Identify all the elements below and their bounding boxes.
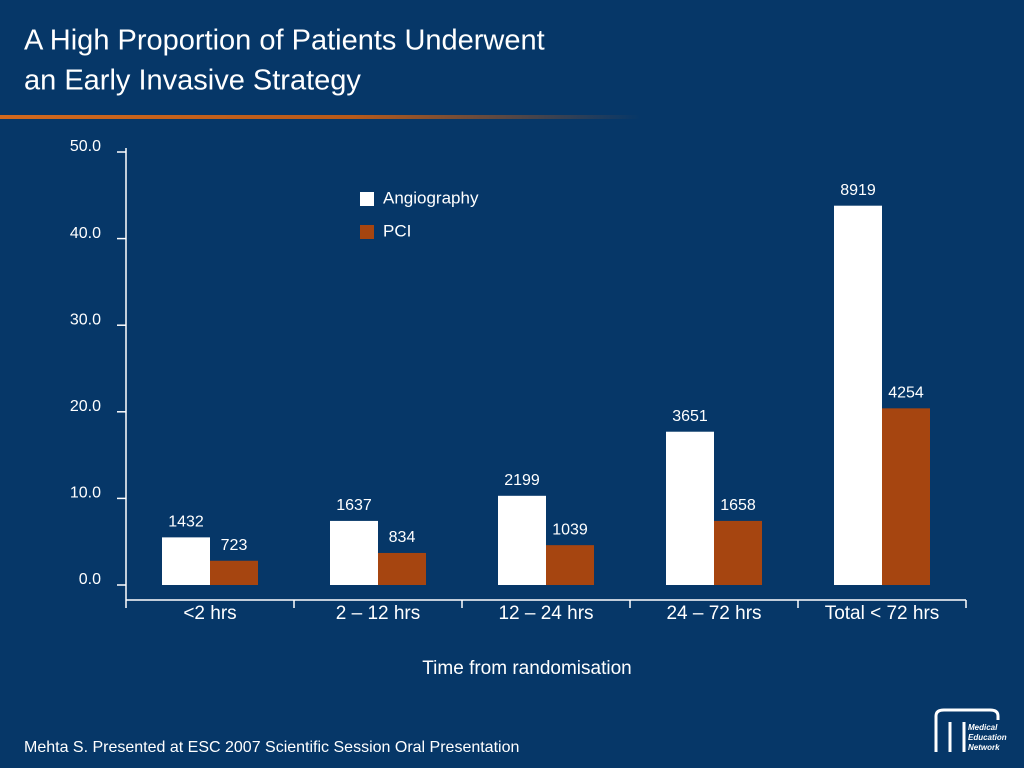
bar: [834, 205, 882, 585]
count-label: 8919: [840, 182, 876, 199]
count-label: 723: [221, 537, 248, 554]
bar: [666, 431, 714, 585]
bar: [378, 552, 426, 585]
bar: [210, 560, 258, 585]
legend-swatch: [360, 192, 374, 206]
x-tick-label: Total < 72 hrs: [825, 603, 940, 624]
count-label: 1658: [720, 497, 756, 514]
legend-label: PCI: [383, 221, 411, 240]
count-label: 1432: [168, 514, 204, 531]
y-tick-label: 40.0: [70, 225, 101, 242]
bar: [882, 408, 930, 585]
count-label: 3651: [672, 408, 708, 425]
x-tick-label: 12 – 24 hrs: [498, 603, 593, 624]
y-tick-label: 0.0: [79, 571, 101, 588]
bar: [546, 545, 594, 585]
count-label: 834: [389, 529, 416, 546]
bar: [714, 520, 762, 585]
y-tick-label: 10.0: [70, 485, 101, 502]
logo-text: Education: [968, 733, 1007, 742]
bar: [162, 537, 210, 585]
count-label: 1637: [336, 497, 372, 514]
title-rule: [0, 115, 640, 119]
count-label: 2199: [504, 472, 540, 489]
logo-text: Medical: [968, 723, 998, 732]
bar: [330, 520, 378, 585]
legend-label: Angiography: [383, 188, 479, 207]
title: an Early Invasive Strategy: [24, 65, 361, 97]
x-tick-label: 24 – 72 hrs: [666, 603, 761, 624]
count-label: 4254: [888, 385, 924, 402]
y-tick-label: 50.0: [70, 138, 101, 155]
legend-swatch: [360, 225, 374, 239]
bar: [498, 495, 546, 585]
count-label: 1039: [552, 521, 588, 538]
x-tick-label: <2 hrs: [183, 603, 236, 624]
footer: Mehta S. Presented at ESC 2007 Scientifi…: [24, 739, 519, 756]
logo-text: Network: [968, 743, 1000, 752]
y-tick-label: 30.0: [70, 311, 101, 328]
title: A High Proportion of Patients Underwent: [24, 25, 545, 57]
logo: Medical Education Network: [934, 708, 1007, 752]
x-tick-label: 2 – 12 hrs: [336, 603, 421, 624]
y-tick-label: 20.0: [70, 398, 101, 415]
x-axis-label: Time from randomisation: [422, 658, 631, 679]
